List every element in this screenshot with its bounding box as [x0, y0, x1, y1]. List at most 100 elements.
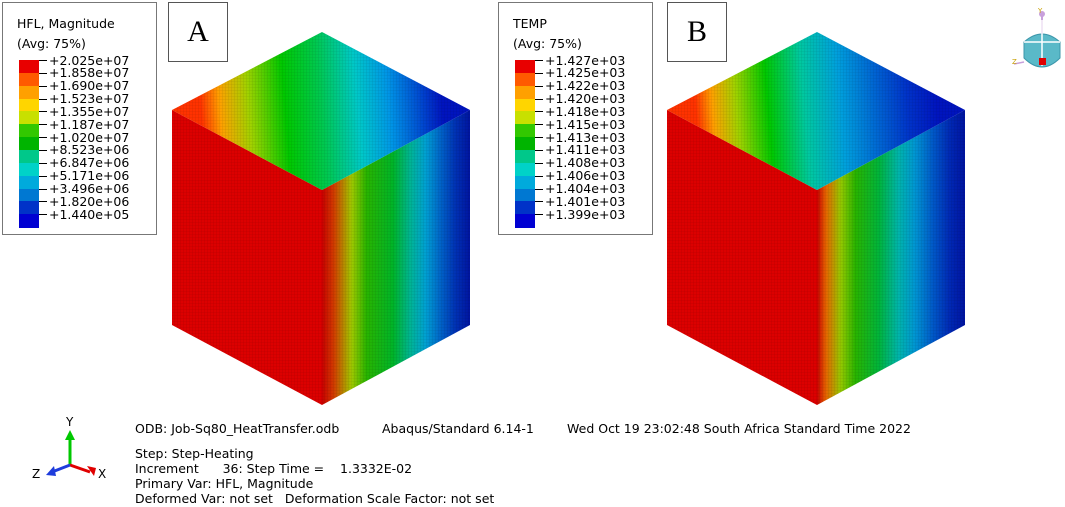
legend-value: +1.420e+03	[545, 91, 626, 107]
triad-z-label: Z	[32, 467, 40, 481]
legend-tick	[39, 201, 47, 203]
legend-tick	[39, 111, 47, 113]
legend-tick	[535, 137, 543, 139]
legend-swatch	[515, 111, 535, 125]
legend-tick	[535, 162, 543, 164]
info-primary-var: Primary Var: HFL, Magnitude	[135, 476, 314, 491]
legend-value: +1.418e+03	[545, 103, 626, 119]
legend-value: +1.406e+03	[545, 168, 626, 184]
info-deformed-var: Deformed Var: not set Deformation Scale …	[135, 491, 495, 506]
legend-subtitle: (Avg: 75%)	[513, 36, 582, 51]
legend-value: +1.858e+07	[49, 65, 130, 81]
legend-swatch	[19, 137, 39, 151]
view-cube-icon[interactable]: Y Z	[1010, 6, 1065, 81]
legend-tick	[39, 124, 47, 126]
legend-value: +6.847e+06	[49, 155, 130, 171]
legend-value: +1.820e+06	[49, 193, 130, 209]
triad-x-label: X	[98, 467, 106, 481]
legend-tick	[39, 98, 47, 100]
legend-swatch	[19, 201, 39, 215]
legend-title: HFL, Magnitude	[17, 16, 115, 31]
legend-value: +1.413e+03	[545, 129, 626, 145]
legend-swatch	[19, 149, 39, 164]
legend-subtitle: (Avg: 75%)	[17, 36, 86, 51]
legend-swatch	[515, 60, 535, 74]
legend-value: +1.399e+03	[545, 206, 626, 222]
legend-value: +1.404e+03	[545, 181, 626, 196]
info-odb: ODB: Job-Sq80_HeatTransfer.odb	[135, 421, 340, 436]
panel-label-a: A	[168, 2, 228, 62]
info-increment: Increment 36: Step Time = 1.3332E-02	[135, 461, 413, 476]
legend-tick	[39, 60, 47, 61]
legend-value: +1.523e+07	[49, 91, 130, 107]
info-datetime: Wed Oct 19 23:02:48 South Africa Standar…	[567, 421, 911, 436]
legend-value: +1.415e+03	[545, 116, 626, 132]
legend-value: +1.355e+07	[49, 103, 130, 119]
legend-swatch	[19, 175, 39, 189]
legend-value: +1.427e+03	[545, 52, 626, 68]
legend-value: +5.171e+06	[49, 168, 130, 184]
legend-tick	[535, 111, 543, 113]
panel-label-b: B	[667, 2, 727, 62]
legend-tick	[535, 98, 543, 100]
legend-tick	[535, 124, 543, 126]
legend-value: +1.425e+03	[545, 65, 626, 81]
contour-cube-b	[667, 32, 965, 405]
legend-swatch	[515, 137, 535, 151]
legend-swatch	[515, 201, 535, 215]
legend-temp: TEMP (Avg: 75%) +1.427e+03 +1.425e+03 +1.4…	[498, 2, 653, 235]
legend-swatch	[515, 162, 535, 177]
legend-value: +1.422e+03	[545, 78, 626, 94]
legend-value: +1.440e+05	[49, 206, 130, 222]
legend-swatch	[19, 162, 39, 177]
legend-tick	[39, 85, 47, 87]
legend-value: +8.523e+06	[49, 142, 130, 158]
legend-tick	[535, 214, 543, 216]
legend-tick	[39, 149, 47, 151]
legend-value: +1.020e+07	[49, 129, 130, 145]
legend-tick	[39, 214, 47, 216]
legend-swatch	[515, 85, 535, 100]
legend-tick	[535, 201, 543, 203]
legend-value: +3.496e+06	[49, 181, 130, 196]
legend-swatch	[19, 124, 39, 138]
legend-swatch	[19, 111, 39, 125]
legend-tick	[39, 188, 47, 190]
legend-tick	[39, 72, 47, 74]
legend-value: +1.408e+03	[545, 155, 626, 171]
legend-value: +2.025e+07	[49, 52, 130, 68]
legend-hfl: HFL, Magnitude (Avg: 75%) +2.025e+07 +1.8…	[2, 2, 157, 235]
legend-value: +1.411e+03	[545, 142, 626, 158]
legend-tick	[535, 72, 543, 74]
legend-swatch	[19, 72, 39, 87]
view-cube-y-label: Y	[1037, 7, 1043, 15]
legend-value: +1.187e+07	[49, 116, 130, 132]
legend-tick	[39, 137, 47, 139]
legend-swatch	[19, 214, 39, 228]
legend-swatch	[515, 98, 535, 112]
legend-tick	[535, 188, 543, 190]
legend-tick	[535, 60, 543, 61]
contour-cube-a	[172, 32, 470, 405]
legend-swatch	[515, 72, 535, 87]
legend-swatch	[19, 85, 39, 100]
legend-swatch	[19, 188, 39, 202]
legend-title: TEMP	[513, 16, 547, 31]
legend-tick	[39, 162, 47, 164]
legend-tick	[535, 85, 543, 87]
axis-triad-icon: Y X Z	[32, 415, 106, 481]
legend-tick	[535, 149, 543, 151]
view-cube-z-label: Z	[1012, 58, 1017, 66]
legend-swatch	[515, 214, 535, 228]
legend-tick	[39, 175, 47, 177]
legend-swatch	[515, 149, 535, 164]
legend-swatch	[515, 188, 535, 202]
legend-swatch	[19, 98, 39, 112]
legend-tick	[535, 175, 543, 177]
legend-swatch	[515, 175, 535, 189]
legend-value: +1.690e+07	[49, 78, 130, 94]
legend-swatch	[515, 124, 535, 138]
legend-value: +1.401e+03	[545, 193, 626, 209]
triad-y-label: Y	[65, 415, 74, 429]
legend-swatch	[19, 60, 39, 74]
